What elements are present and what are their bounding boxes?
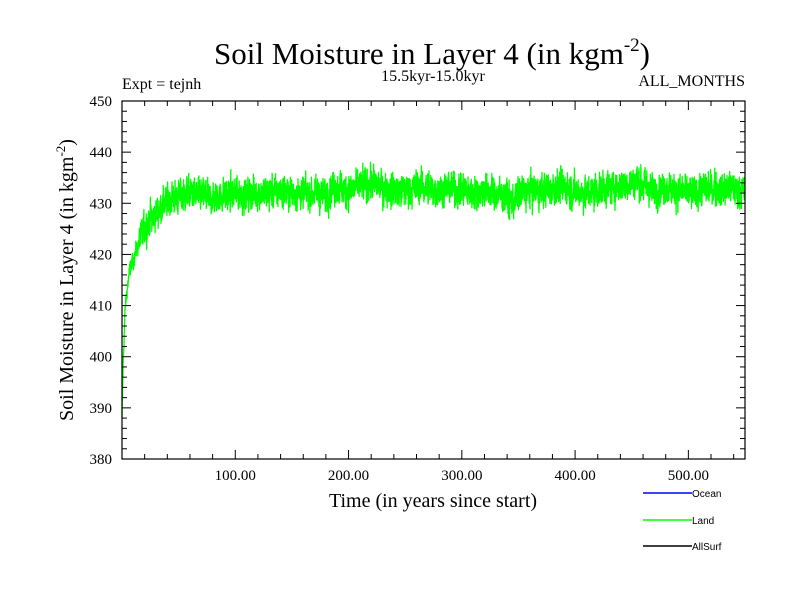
x-axis-label: Time (in years since start) [329, 490, 537, 512]
series-layer [121, 161, 746, 418]
x-tick-label: 100.00 [215, 468, 256, 484]
subtitle-center: 15.5kyr-15.0kyr [381, 68, 485, 85]
ticks-layer: 380 390 400 410 420 430 440 450 100.00 200.00 300.… [90, 94, 745, 484]
y-tick-label: 380 [90, 452, 113, 468]
y-tick-label: 410 [90, 299, 113, 315]
title-text: Soil Moisture in Layer 4 (in kgm-2) [214, 35, 650, 71]
y-tick-label: 440 [90, 145, 113, 161]
y-tick-label: 430 [90, 196, 113, 212]
y-tick-label: 420 [90, 247, 113, 263]
subtitle-right: ALL_MONTHS [638, 73, 745, 90]
x-tick-label: 500.00 [668, 468, 709, 484]
x-tick-label: 200.00 [328, 468, 369, 484]
y-tick-label: 400 [90, 350, 113, 366]
chart-title: Soil Moisture in Layer 4 (in kgm-2) [214, 35, 650, 71]
legend-label-ocean: Ocean [692, 489, 721, 500]
legend-label-allsurf: AllSurf [692, 542, 722, 553]
x-tick-label: 300.00 [441, 468, 482, 484]
series-line-land [121, 161, 746, 418]
plot-frame [121, 100, 746, 460]
subtitle-left: Expt = tejnh [122, 76, 201, 93]
x-tick-label: 400.00 [554, 468, 595, 484]
legend-label-land: Land [692, 516, 714, 527]
y-tick-label: 390 [90, 401, 113, 417]
y-axis-label: Soil Moisture in Layer 4 (in kgm-2) [53, 139, 78, 421]
y-tick-label: 450 [90, 94, 113, 110]
legend: Ocean Land AllSurf [643, 489, 722, 553]
